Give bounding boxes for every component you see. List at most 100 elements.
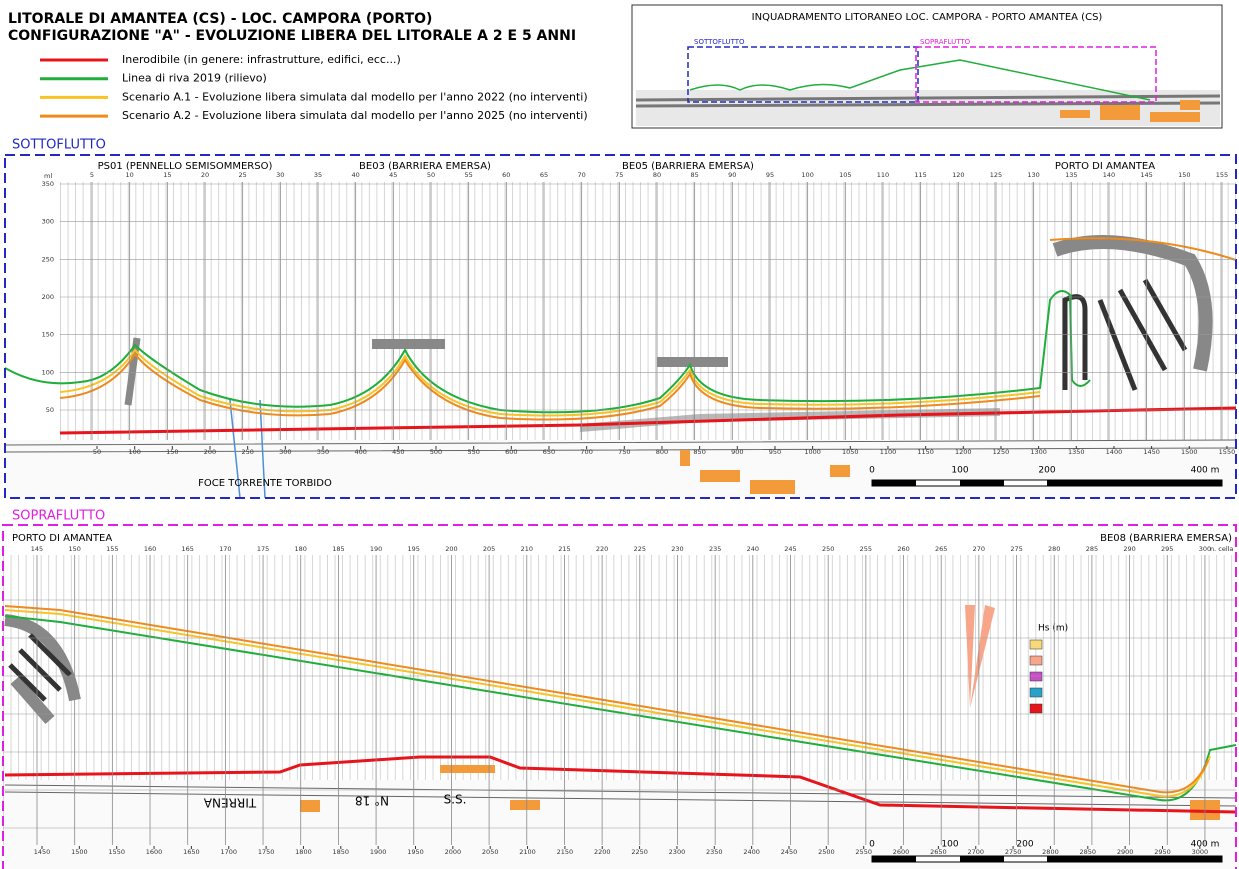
bottom-tick-label: 300 — [279, 448, 291, 456]
top-tick-label: 55 — [465, 171, 473, 179]
top-tick-label: 190 — [370, 545, 382, 553]
bottom-tick-label: 2600 — [893, 848, 910, 856]
panel-title: SOTTOFLUTTO — [12, 138, 106, 153]
top-tick-label: 95 — [766, 171, 774, 179]
bottom-tick-label: 2700 — [967, 848, 984, 856]
top-tick-label: 245 — [784, 545, 796, 553]
y-tick-label: 350 — [42, 180, 54, 188]
river — [229, 399, 266, 499]
top-tick-label: 230 — [671, 545, 683, 553]
bottom-tick-label: 1500 — [71, 848, 88, 856]
bottom-tick-label: 150 — [166, 448, 178, 456]
bottom-tick-label: 550 — [467, 448, 479, 456]
buildings — [680, 450, 850, 494]
bottom-tick-label: 350 — [317, 448, 329, 456]
scale-label: 200 — [1016, 840, 1033, 850]
scale-fill — [872, 856, 1222, 862]
top-tick-label: 170 — [219, 545, 231, 553]
top-tick-label: 135 — [1065, 171, 1077, 179]
top-tick-label: 265 — [935, 545, 947, 553]
legend: Inerodibile (in genere: infrastrutture, … — [40, 53, 588, 122]
top-tick-label: 35 — [314, 171, 322, 179]
inset-road — [635, 94, 1221, 108]
bottom-tick-label: 1950 — [407, 848, 424, 856]
bottom-tick-label: 2950 — [1154, 848, 1171, 856]
scale-fill — [872, 480, 1222, 486]
top-tick-label: 125 — [990, 171, 1002, 179]
top-tick-label: 180 — [295, 545, 307, 553]
top-tick-label: 110 — [877, 171, 889, 179]
bottom-tick-label: 2100 — [519, 848, 536, 856]
top-tick-label: 155 — [106, 545, 118, 553]
top-tick-label: 200 — [445, 545, 457, 553]
top-tick-label: 160 — [144, 545, 156, 553]
bottom-tick-label: 1550 — [1219, 448, 1236, 456]
bottom-tick-label: 2250 — [631, 848, 648, 856]
scale-label: 200 — [1038, 466, 1055, 476]
top-tick-label: 235 — [709, 545, 721, 553]
inset-label: SOTTOFLUTTO — [694, 38, 745, 46]
top-tick-label: 75 — [615, 171, 623, 179]
bottom-tick-label: 2300 — [669, 848, 686, 856]
top-tick-label: 60 — [502, 171, 510, 179]
panel-frame — [4, 154, 1237, 499]
bottom-tick-label: 400 — [354, 448, 366, 456]
top-tick-label: 280 — [1048, 545, 1060, 553]
bottom-tick-label: 1300 — [1030, 448, 1047, 456]
bottom-tick-label: 700 — [580, 448, 592, 456]
legend-label: Inerodibile (in genere: infrastrutture, … — [122, 53, 401, 66]
top-tick-label: 295 — [1161, 545, 1173, 553]
y-tick-label: 300 — [42, 218, 54, 226]
bottom-tick-label: 200 — [204, 448, 216, 456]
top-tick-label: 120 — [952, 171, 964, 179]
bottom-tick-label: 2150 — [557, 848, 574, 856]
bottom-tick-label: 1000 — [804, 448, 821, 456]
scenario-2022 — [59, 348, 1041, 417]
bottom-tick-label: 250 — [241, 448, 253, 456]
bottom-tick-label: 1150 — [917, 448, 934, 456]
top-tick-label: 155 — [1216, 171, 1228, 179]
label: TIRRENA — [203, 796, 257, 810]
bottom-tick-label: 950 — [769, 448, 781, 456]
y-tick-label: 250 — [42, 255, 54, 263]
bottom-tick-label: 1800 — [295, 848, 312, 856]
top-tick-label: 290 — [1123, 545, 1135, 553]
top-tick-label: 25 — [239, 171, 247, 179]
y-tick-label: 200 — [42, 293, 54, 301]
top-tick-label: 80 — [653, 171, 661, 179]
bottom-tick-label: 2900 — [1117, 848, 1134, 856]
bottom-tick-label: 1450 — [34, 848, 51, 856]
fine-grid — [60, 182, 1236, 452]
top-tick-label: 150 — [1178, 171, 1190, 179]
top-tick-label: 250 — [822, 545, 834, 553]
bottom-tick-label: 1450 — [1143, 448, 1160, 456]
inset: INQUADRAMENTO LITORANEO LOC. CAMPORA - P… — [631, 4, 1223, 129]
shoreline-2019 — [4, 290, 1091, 414]
bottom-tick-label: 2550 — [855, 848, 872, 856]
inset-box-1 — [687, 46, 919, 103]
port-piers — [1062, 278, 1188, 391]
bottom-tick-label: 1350 — [1068, 448, 1085, 456]
bottom-tick-label: 900 — [731, 448, 743, 456]
bottom-tick-label: 1900 — [370, 848, 387, 856]
bottom-tick-label: 600 — [505, 448, 517, 456]
top-tick-label: 270 — [973, 545, 985, 553]
inset-box-2 — [915, 46, 1157, 103]
bottom-tick-label: 2500 — [818, 848, 835, 856]
panel-sopraflutto: SOPRAFLUTTO Hs (m) PORTO DI AMANTEA BE08… — [2, 509, 1237, 869]
bottom-tick-label: 2800 — [1042, 848, 1059, 856]
top-tick-label: 40 — [352, 171, 360, 179]
port-mole — [4, 614, 81, 724]
panel-frame — [2, 524, 1237, 869]
top-tick-label: 210 — [521, 545, 533, 553]
label: BE05 (BARRIERA EMERSA) — [622, 161, 754, 172]
scale-label: 400 m — [1191, 466, 1220, 476]
top-tick-label: 10 — [126, 171, 134, 179]
top-tick-label: 275 — [1010, 545, 1022, 553]
top-tick-label: 205 — [483, 545, 495, 553]
bottom-tick-label: 2850 — [1080, 848, 1097, 856]
label: N° 18 — [355, 794, 389, 808]
top-tick-label: 100 — [801, 171, 813, 179]
top-tick-label: 50 — [427, 171, 435, 179]
scale-label: 100 — [941, 840, 958, 850]
